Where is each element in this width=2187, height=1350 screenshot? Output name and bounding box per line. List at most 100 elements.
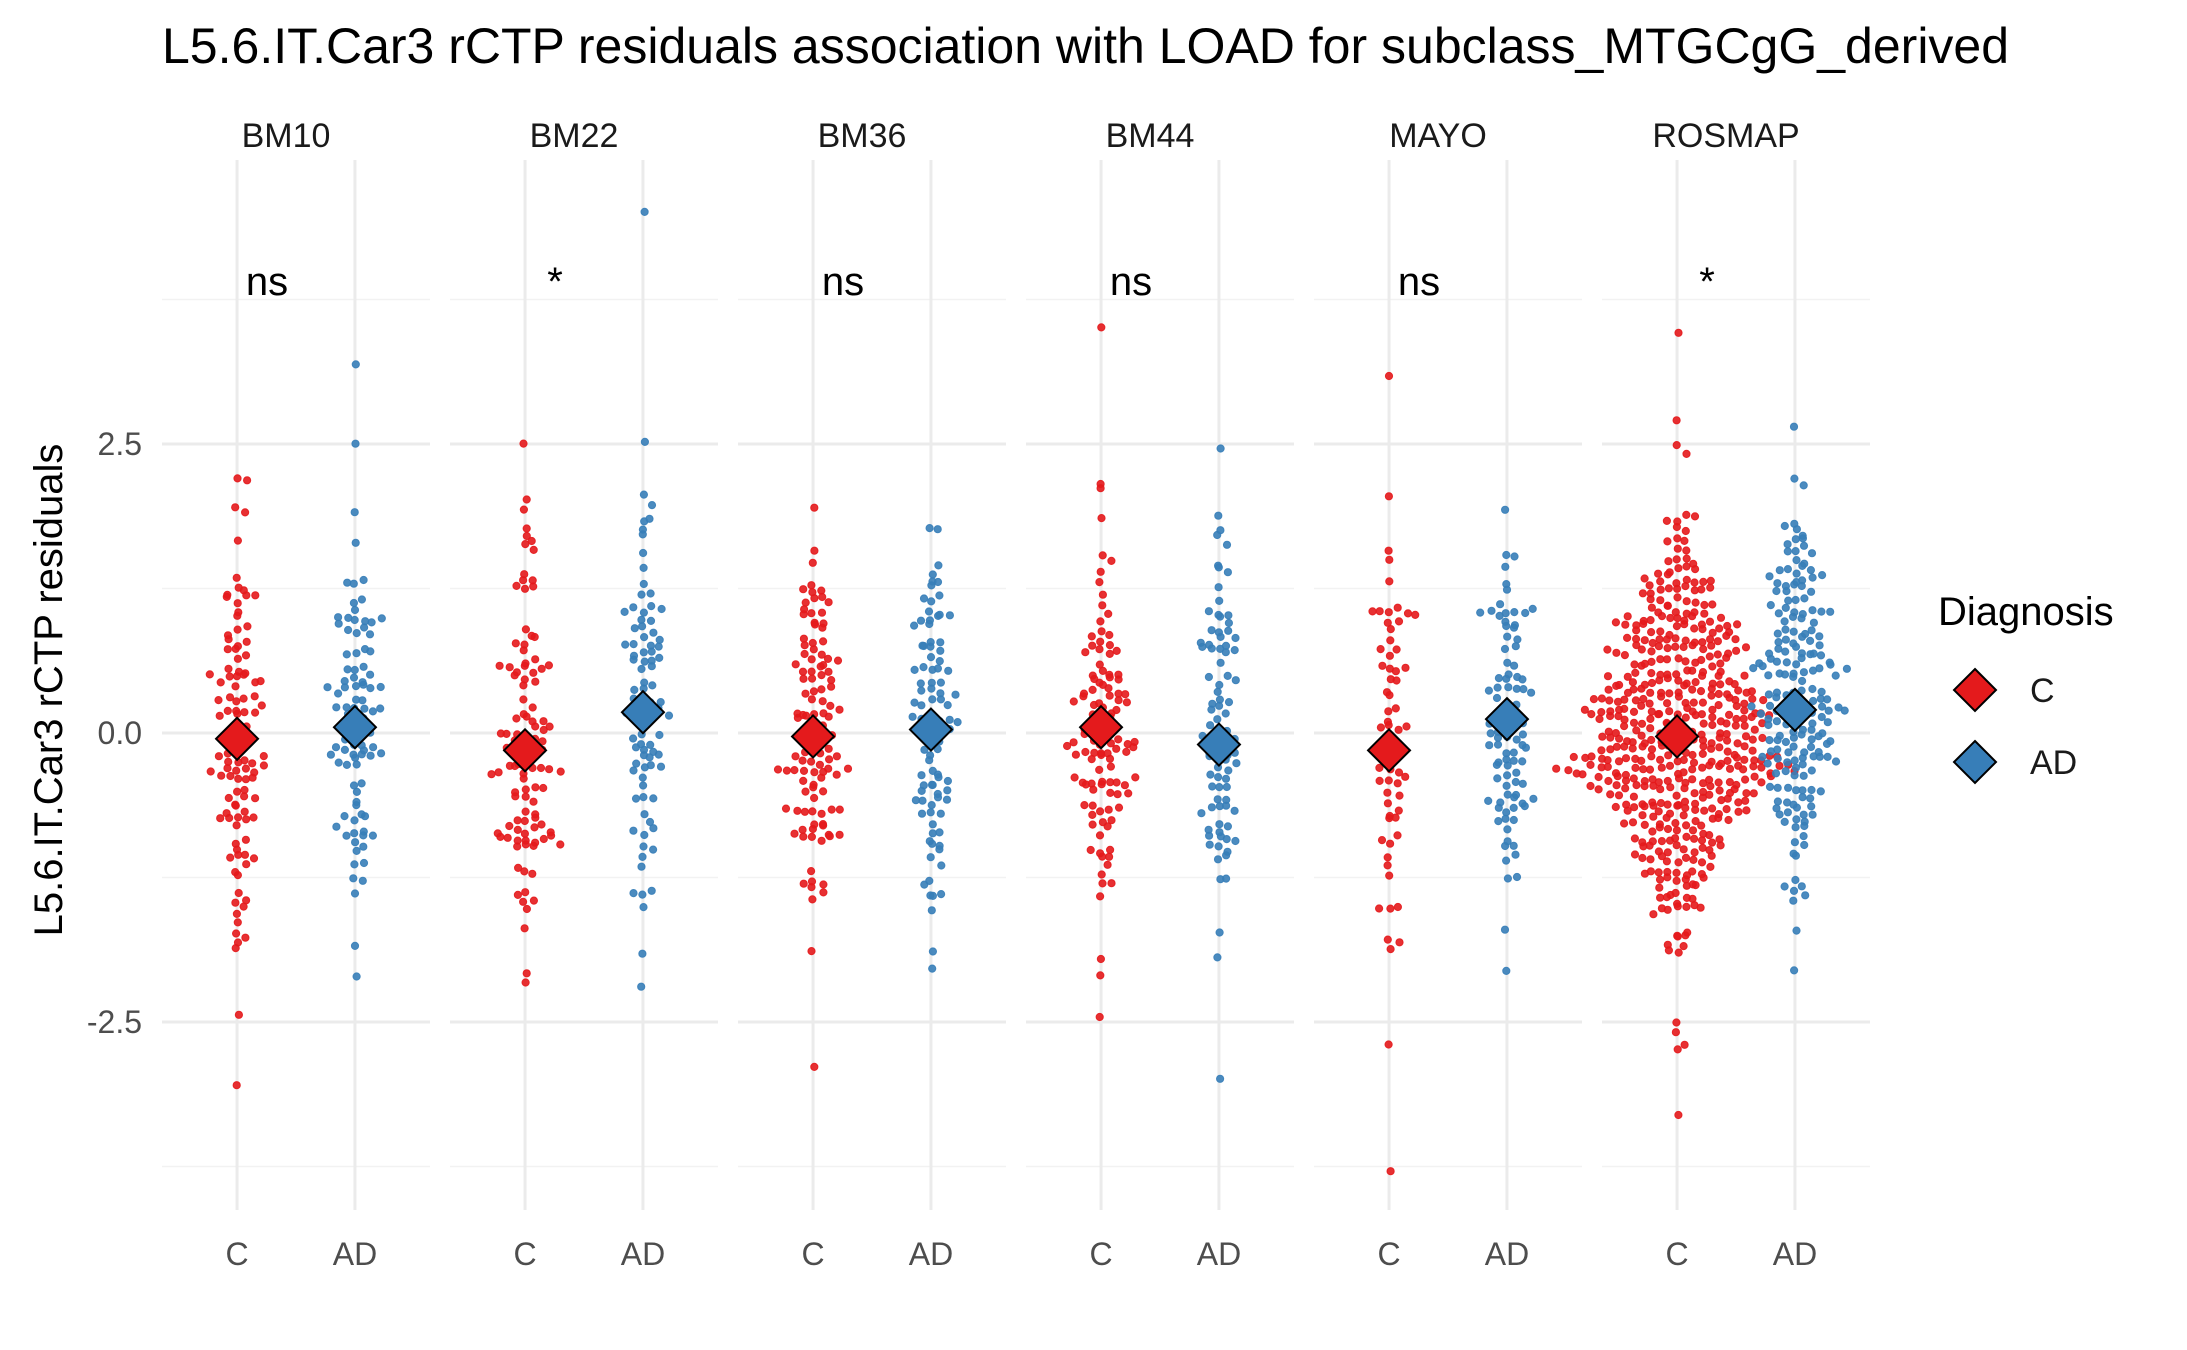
data-point-c [1639, 765, 1648, 774]
data-point-c [1105, 852, 1114, 861]
mean-marker-c [790, 714, 836, 759]
data-point-ad [1818, 571, 1827, 580]
data-point-c [1699, 873, 1708, 882]
data-point-c [1114, 803, 1124, 812]
data-point-ad [1205, 840, 1214, 849]
data-point-ad [1807, 735, 1816, 744]
data-point-c [232, 845, 242, 854]
data-point-c [1630, 803, 1639, 812]
data-point-ad [1223, 822, 1233, 831]
data-point-c [1647, 657, 1656, 667]
data-point-ad [925, 837, 934, 846]
data-point-c [1638, 589, 1648, 598]
data-point-c [512, 714, 521, 723]
data-point-ad [1519, 685, 1528, 694]
mean-marker-c [214, 716, 260, 762]
data-point-c [241, 669, 250, 678]
data-point-c [1672, 791, 1681, 800]
data-point-c [1700, 806, 1709, 815]
data-point-c [222, 809, 231, 818]
data-point-c [251, 708, 260, 717]
data-point-c [1603, 645, 1612, 654]
data-point-ad [1230, 806, 1239, 815]
data-point-c [259, 752, 268, 761]
data-point-c [1691, 799, 1700, 808]
data-point-ad [1783, 547, 1792, 556]
data-point-ad [1215, 928, 1224, 937]
data-point-ad [1789, 672, 1798, 682]
mean-marker-ad [908, 707, 954, 752]
significance-label: ns [246, 260, 288, 304]
data-point-c [1698, 638, 1707, 647]
data-point-ad [1221, 641, 1231, 651]
data-point-c [1749, 789, 1758, 798]
data-point-c [215, 711, 224, 720]
data-point-c [817, 809, 826, 818]
data-point-ad [928, 947, 938, 956]
data-point-ad [1756, 709, 1766, 719]
data-point-c [1697, 655, 1706, 665]
data-point-ad [1817, 607, 1826, 616]
data-point-ad [638, 622, 647, 631]
data-point-ad [352, 846, 361, 856]
data-point-ad [1808, 719, 1817, 728]
data-point-c [1714, 778, 1723, 787]
data-point-c [1663, 800, 1672, 809]
data-point-c [1682, 449, 1691, 458]
data-point-c [1640, 680, 1650, 689]
data-point-ad [928, 829, 937, 838]
data-point-c [1620, 722, 1629, 731]
data-point-c [824, 712, 833, 721]
data-point-ad [637, 982, 646, 991]
data-point-ad [1224, 611, 1233, 620]
data-point-c [1672, 868, 1681, 878]
data-point-ad [927, 906, 936, 915]
data-point-c [1623, 633, 1632, 643]
data-point-c [819, 637, 828, 646]
data-point-c [1611, 769, 1621, 778]
data-point-ad [1789, 742, 1798, 751]
data-point-ad [656, 762, 666, 771]
data-point-ad [1214, 628, 1224, 637]
data-point-c [1552, 764, 1561, 773]
data-point-c [1656, 585, 1665, 594]
data-point-ad [1205, 640, 1214, 650]
data-point-c [1655, 823, 1664, 832]
data-point-ad [1797, 882, 1806, 891]
legend-title: Diagnosis [1938, 590, 2114, 634]
data-point-c [1705, 775, 1714, 785]
data-point-c [1597, 708, 1606, 717]
data-point-c [1394, 617, 1404, 626]
data-point-ad [655, 635, 664, 645]
data-point-ad [935, 657, 944, 666]
data-point-c [1124, 789, 1133, 798]
data-point-c [1656, 755, 1665, 764]
data-point-ad [1780, 817, 1789, 827]
data-point-c [1708, 705, 1717, 714]
data-point-c [1673, 593, 1682, 602]
data-point-c [496, 832, 505, 842]
data-point-ad [349, 579, 358, 588]
data-point-c [1629, 792, 1639, 801]
data-point-c [1620, 819, 1629, 828]
data-point-c [1681, 875, 1690, 884]
data-point-c [1662, 655, 1672, 664]
data-point-ad [1818, 729, 1827, 738]
data-point-c [1080, 801, 1089, 810]
data-point-ad [1215, 701, 1224, 710]
data-point-ad [1213, 687, 1222, 697]
data-point-c [799, 634, 809, 643]
x-tick-label: AD [1485, 1236, 1529, 1272]
data-point-c [520, 867, 529, 876]
data-point-ad [357, 595, 366, 604]
data-point-ad [1790, 966, 1799, 975]
data-point-c [1654, 569, 1663, 578]
data-point-c [241, 764, 250, 773]
data-point-ad [1773, 754, 1782, 763]
mean-marker-ad [332, 704, 378, 750]
data-point-c [1680, 797, 1690, 806]
data-point-c [521, 785, 530, 794]
data-point-c [827, 805, 836, 814]
data-point-c [1680, 620, 1689, 629]
data-point-ad [1781, 603, 1790, 613]
